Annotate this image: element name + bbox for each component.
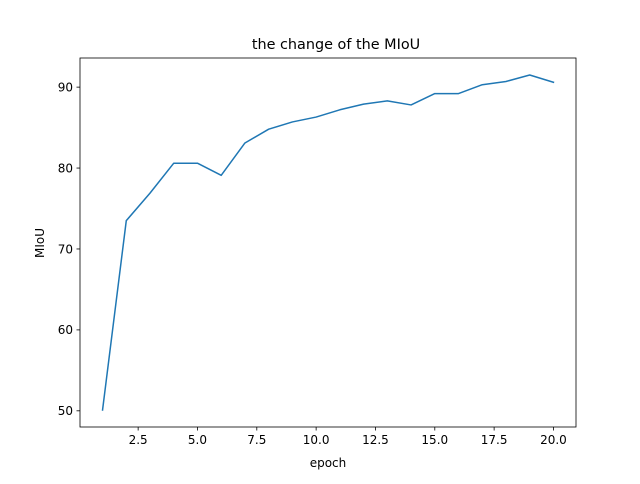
y-tick-label: 50: [58, 404, 73, 418]
x-tick-label: 10.0: [303, 433, 330, 447]
x-tick-label: 5.0: [188, 433, 207, 447]
x-tick-label: 15.0: [421, 433, 448, 447]
x-tick-label: 7.5: [247, 433, 266, 447]
plot-frame: [79, 57, 577, 428]
y-tick-label: 70: [58, 242, 73, 256]
x-tick-label: 12.5: [362, 433, 389, 447]
series-layer: [101, 74, 555, 411]
y-axis: 50 60 70 80 90: [58, 80, 80, 418]
x-axis-label: epoch: [310, 456, 347, 470]
series-line: [101, 74, 555, 411]
x-tick-label: 20.0: [540, 433, 567, 447]
y-tick-label: 80: [58, 161, 73, 175]
x-tick-label: 17.5: [481, 433, 508, 447]
y-tick-label: 60: [58, 323, 73, 337]
y-axis-label: MIoU: [33, 228, 47, 258]
y-tick-label: 90: [58, 80, 73, 94]
x-tick-label: 2.5: [129, 433, 148, 447]
x-axis: 2.5 5.0 7.5 10.0 12.5 15.0 17.5 20.0: [129, 427, 567, 447]
chart-title: the change of the MIoU: [252, 37, 420, 53]
